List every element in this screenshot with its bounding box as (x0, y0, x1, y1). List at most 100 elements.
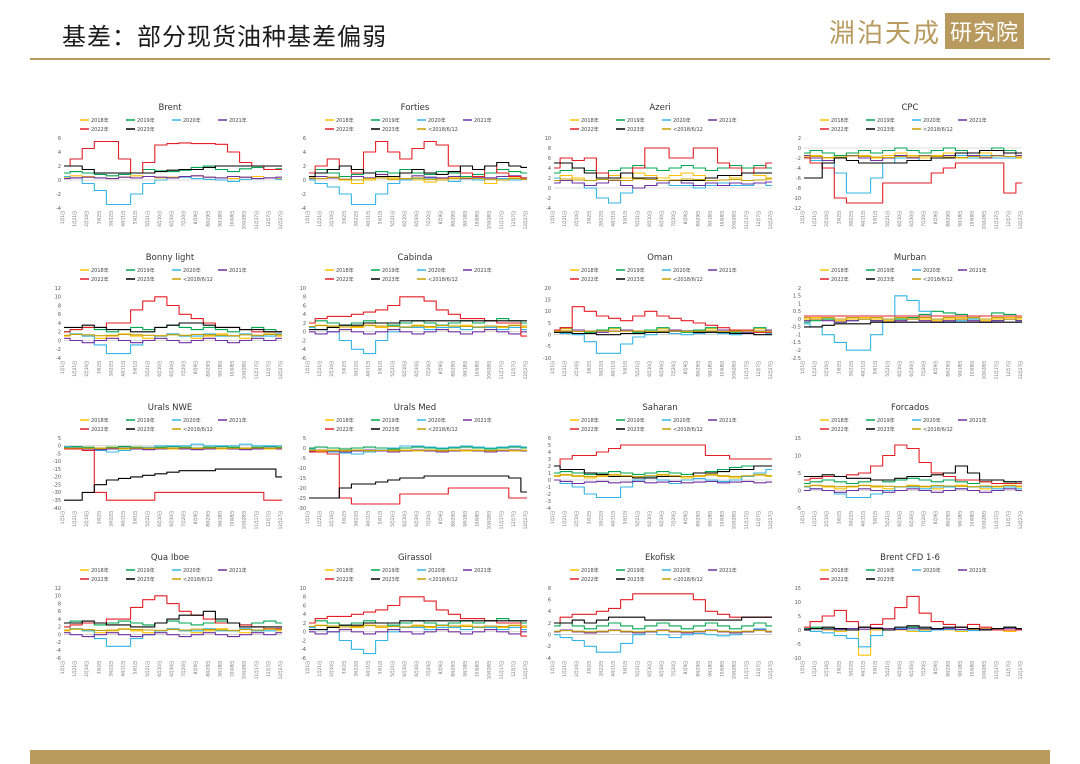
x-tick-label: 8月29日 (205, 361, 210, 377)
x-tick-label: 5月1日 (378, 661, 383, 674)
legend-label: <2018/6/12 (673, 577, 703, 583)
x-tick-label: 4月11日 (121, 361, 126, 377)
legend-label: 2022年 (831, 276, 849, 283)
y-tick-label: 3 (548, 457, 551, 463)
x-tick-label: 3月22日 (598, 211, 603, 227)
x-tick-label: 6月30日 (169, 661, 174, 677)
x-tick-label: 7月20日 (426, 361, 431, 377)
x-tick-label: 3月2日 (586, 661, 591, 674)
y-tick-label: -10 (543, 356, 551, 362)
x-tick-label: 1月21日 (72, 211, 77, 227)
legend-label: 2020年 (183, 567, 201, 574)
x-tick-label: 1月21日 (317, 661, 322, 677)
x-tick-label: 1月21日 (562, 511, 567, 527)
x-tick-label: 1月21日 (562, 211, 567, 227)
series-line-2023 (309, 161, 527, 178)
legend-label: 2019年 (877, 567, 895, 574)
x-tick-label: 9月18日 (217, 211, 222, 227)
x-tick-label: 4月11日 (861, 511, 866, 527)
x-tick-label: 11月17日 (499, 361, 504, 379)
x-tick-label: 3月22日 (108, 661, 113, 677)
x-tick-label: 2月10日 (84, 211, 89, 227)
y-tick-label: -2 (796, 348, 801, 354)
y-tick-label: -6 (301, 356, 306, 362)
x-tick-label: 11月17日 (254, 511, 259, 529)
x-tick-label: 5月21日 (390, 511, 395, 527)
y-tick-label: 2 (548, 176, 551, 182)
y-tick-label: 5 (548, 443, 551, 449)
series-line-2023 (64, 322, 282, 333)
x-tick-label: 5月21日 (390, 361, 395, 377)
x-tick-label: 1月21日 (317, 511, 322, 527)
y-tick-label: 6 (303, 136, 306, 142)
y-tick-label: -4 (301, 647, 306, 653)
x-tick-label: 3月2日 (341, 211, 346, 224)
y-tick-label: 8 (303, 295, 306, 301)
chart-panel-forcados: Forcados 2018年 2019年 2020年 2021年 2022年 2023年 <2… (790, 398, 1038, 544)
legend-label: 2021年 (719, 417, 737, 424)
x-tick-label: 2月10日 (574, 661, 579, 677)
chart-title: Bonny light (146, 253, 195, 263)
y-tick-label: -2 (546, 644, 551, 650)
legend-label: 2021年 (474, 417, 492, 424)
x-tick-label: 3月22日 (108, 211, 113, 227)
series-line-2021 (554, 479, 772, 485)
x-tick-label: 9月18日 (707, 211, 712, 227)
chart-panel-urals-med: Urals Med 2018年 2019年 2020年 2021年 2022年 2023年 <… (295, 398, 543, 544)
chart-title: Qua Iboe (151, 553, 189, 563)
series-line-2020 (554, 468, 772, 499)
y-tick-label: -2 (301, 338, 306, 344)
x-tick-label: 9月18日 (217, 361, 222, 377)
legend-label: <2018/6/12 (673, 127, 703, 133)
series-line-2023 (309, 475, 527, 499)
y-tick-label: 0 (548, 332, 551, 338)
series-line-2021 (309, 329, 527, 335)
chart-title: Cabinda (398, 253, 433, 263)
x-tick-label: 10月28日 (242, 211, 247, 229)
x-tick-label: 5月21日 (885, 211, 890, 227)
chart-svg: Azeri 2018年 2019年 2020年 2021年 2022年 2023年 <2018… (545, 103, 773, 229)
legend-label: 2023年 (627, 126, 645, 133)
x-tick-label: 12月27日 (523, 661, 528, 679)
legend-label: 2021年 (229, 567, 247, 574)
x-tick-label: 3月2日 (341, 511, 346, 524)
x-tick-label: 11月17日 (744, 211, 749, 229)
y-tick-label: -4 (301, 347, 306, 353)
x-tick-label: 12月27日 (523, 511, 528, 529)
series-line-2021 (64, 632, 282, 638)
x-tick-label: 12月7日 (756, 211, 761, 227)
y-tick-label: 15 (795, 586, 801, 592)
legend-label: 2019年 (137, 567, 155, 574)
x-tick-label: 8月29日 (695, 511, 700, 527)
x-tick-label: 4月11日 (366, 361, 371, 377)
x-tick-label: 10月8日 (230, 361, 235, 377)
x-tick-label: 4月11日 (121, 511, 126, 527)
x-tick-label: 5月21日 (635, 661, 640, 677)
chart-title: CPC (902, 103, 919, 113)
series-line-2021 (309, 629, 527, 635)
y-tick-label: -8 (796, 186, 801, 192)
x-tick-label: 6月10日 (402, 361, 407, 377)
x-tick-label: 6月10日 (402, 511, 407, 527)
legend-label: 2021年 (719, 567, 737, 574)
x-tick-label: 5月1日 (623, 211, 628, 224)
series-line-2018-6-12 (309, 176, 527, 181)
series-line-2022 (804, 595, 1022, 631)
series-line-2022 (554, 593, 772, 624)
y-tick-label: 10 (300, 286, 306, 292)
x-tick-label: 5月1日 (378, 511, 383, 524)
x-tick-label: 2月10日 (329, 661, 334, 677)
legend-label: 2021年 (969, 567, 987, 574)
x-tick-label: 1月1日 (800, 661, 805, 674)
x-tick-label: 12月7日 (511, 211, 516, 227)
x-tick-label: 6月10日 (897, 211, 902, 227)
x-tick-label: 3月2日 (341, 361, 346, 374)
x-tick-label: 5月1日 (873, 661, 878, 674)
x-tick-label: 3月22日 (598, 511, 603, 527)
x-tick-label: 8月9日 (438, 361, 443, 374)
series-line-2020 (309, 445, 527, 455)
x-tick-label: 8月29日 (205, 511, 210, 527)
y-tick-label: 0 (303, 178, 306, 184)
series-line-2021 (554, 629, 772, 634)
x-tick-label: 12月7日 (1006, 211, 1011, 227)
